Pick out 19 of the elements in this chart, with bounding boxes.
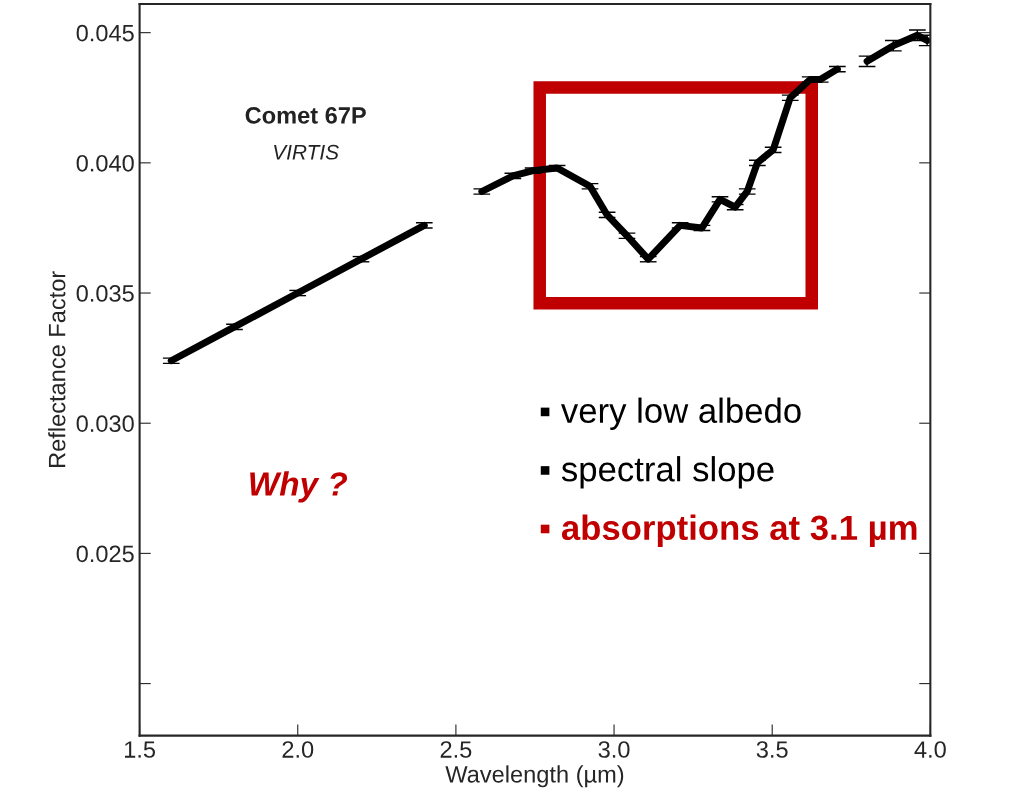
x-tick-label: 2.5	[440, 741, 472, 758]
annotation: ▪ absorptions at 3.1 µm	[540, 514, 917, 547]
annotation: ▪ spectral slope	[540, 456, 774, 489]
x-tick-label: 1.5	[124, 741, 156, 758]
y-tick-label: 0.040	[76, 154, 134, 172]
annotation: Why ?	[250, 471, 348, 503]
x-tick-label: 4.0	[914, 741, 946, 758]
x-tick-label: 3.5	[756, 741, 788, 758]
y-tick-label: 0.045	[76, 24, 134, 42]
x-tick-label: 3.0	[598, 741, 630, 758]
y-tick-label: 0.030	[76, 415, 134, 432]
y-tick-label: 0.035	[76, 285, 134, 302]
annotation: Comet 67P	[245, 107, 366, 124]
annotation: ▪ very low albedo	[540, 397, 801, 430]
x-axis-title: Wavelength (µm)	[445, 765, 624, 788]
y-axis-title: Reflectance Factor	[48, 271, 66, 467]
x-tick-label: 2.0	[282, 741, 314, 758]
y-tick-label: 0.025	[76, 545, 134, 563]
annotation: VIRTIS	[274, 144, 339, 160]
